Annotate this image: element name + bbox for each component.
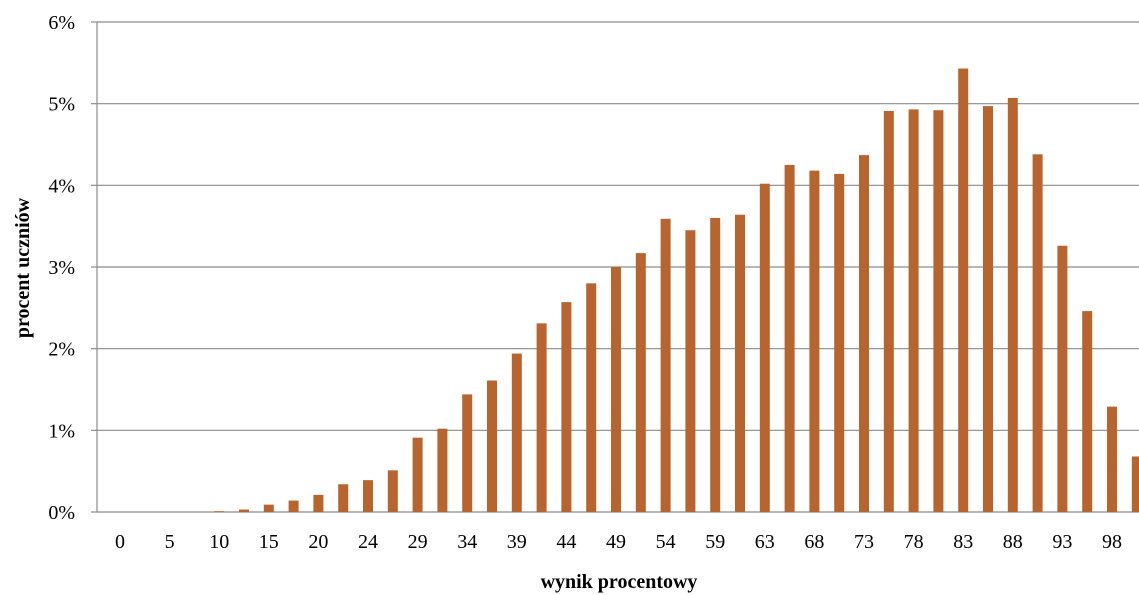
bar: [759, 183, 770, 512]
x-tick-label: 78: [904, 531, 924, 553]
bar: [288, 500, 299, 512]
bar: [809, 170, 820, 512]
x-tick-labels: 0 5 10 15 20 24 29 34 39 44 49 54 59 63 68 73 78 83 88 93 98: [115, 531, 1122, 553]
x-axis-title: wynik procentowy: [541, 571, 698, 593]
bar: [1107, 406, 1117, 512]
x-tick-label: 88: [1003, 531, 1023, 553]
x-tick-label: 49: [606, 531, 626, 553]
bar: [1057, 245, 1068, 512]
bars: [214, 68, 1139, 513]
bar: [462, 394, 473, 512]
bar: [660, 218, 671, 513]
bar: [735, 214, 745, 512]
y-tick-label: 0%: [48, 502, 75, 524]
bar: [1131, 456, 1139, 512]
y-axis-title: procent uczniów: [12, 197, 34, 338]
x-tick-label: 39: [507, 531, 527, 553]
x-tick-label: 5: [165, 531, 175, 553]
x-tick-label: 93: [1052, 531, 1072, 553]
bar: [363, 480, 373, 512]
bar: [685, 230, 696, 512]
x-tick-label: 15: [259, 531, 279, 553]
y-tick-label: 2%: [48, 339, 75, 361]
bar: [958, 68, 969, 513]
bar: [859, 155, 869, 512]
bar: [983, 106, 993, 512]
x-tick-label: 54: [656, 531, 676, 553]
bar: [313, 494, 324, 512]
bar: [387, 470, 398, 512]
bar: [561, 302, 572, 512]
bar: [611, 267, 621, 512]
bar: [908, 109, 919, 512]
x-tick-label: 24: [358, 531, 378, 553]
y-tick-label: 3%: [48, 257, 75, 279]
y-tick-label: 1%: [48, 420, 75, 442]
bar: [412, 437, 423, 512]
bar: [635, 253, 646, 512]
bar: [834, 173, 845, 512]
bar: [511, 353, 522, 512]
x-tick-label: 29: [408, 531, 428, 553]
x-tick-label: 68: [804, 531, 824, 553]
bar: [933, 110, 944, 512]
y-tick-label: 4%: [48, 175, 75, 197]
x-tick-label: 34: [457, 531, 477, 553]
bar: [1032, 154, 1043, 513]
bar: [883, 111, 894, 513]
x-tick-label: 20: [308, 531, 328, 553]
x-tick-label: 98: [1102, 531, 1122, 553]
bar: [784, 164, 795, 512]
bar: [1082, 311, 1093, 512]
bar: [437, 428, 448, 512]
x-tick-label: 83: [953, 531, 973, 553]
x-tick-label: 10: [209, 531, 229, 553]
bar: [263, 504, 274, 512]
y-tick-label: 5%: [48, 94, 75, 116]
bar: [214, 511, 225, 512]
bar: [536, 323, 547, 512]
bar: [1007, 97, 1018, 512]
x-tick-label: 63: [755, 531, 775, 553]
x-tick-label: 73: [854, 531, 874, 553]
bar: [586, 283, 597, 512]
y-tick-labels: 0% 1% 2% 3% 4% 5% 6%: [48, 12, 75, 524]
bar: [710, 218, 721, 512]
bar: [487, 380, 497, 512]
x-tick-label: 59: [705, 531, 725, 553]
bar: [338, 484, 349, 512]
y-tick-label: 6%: [48, 12, 75, 34]
x-tick-label: 0: [115, 531, 125, 553]
bar: [239, 509, 249, 512]
x-tick-label: 44: [556, 531, 576, 553]
